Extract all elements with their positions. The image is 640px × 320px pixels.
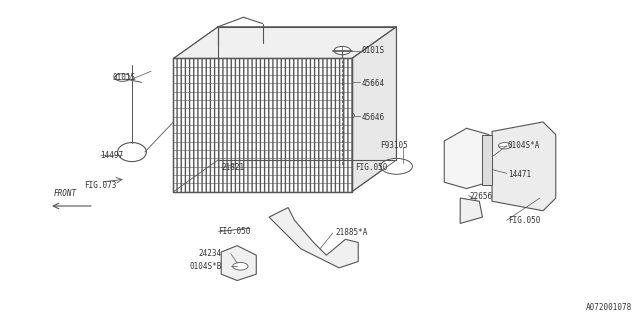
Polygon shape (460, 198, 483, 223)
Circle shape (381, 158, 412, 174)
Ellipse shape (332, 79, 353, 85)
Ellipse shape (330, 111, 355, 120)
Text: 45646: 45646 (362, 113, 385, 122)
Text: 21885*A: 21885*A (336, 228, 368, 237)
Text: 24234: 24234 (199, 249, 222, 258)
Text: FIG.073: FIG.073 (84, 181, 116, 190)
Text: 21821: 21821 (221, 164, 244, 172)
Polygon shape (492, 122, 556, 211)
Polygon shape (173, 59, 352, 192)
Text: 0104S*A: 0104S*A (508, 141, 540, 150)
Text: 45664: 45664 (362, 79, 385, 88)
Polygon shape (269, 208, 358, 268)
Circle shape (499, 142, 511, 149)
Text: FIG.050: FIG.050 (218, 227, 250, 236)
Polygon shape (444, 128, 489, 188)
Text: 0101S: 0101S (113, 73, 136, 82)
Ellipse shape (337, 113, 348, 118)
FancyBboxPatch shape (483, 135, 492, 185)
Text: FIG.050: FIG.050 (355, 164, 387, 172)
Text: A072001078: A072001078 (586, 303, 632, 312)
Polygon shape (173, 27, 396, 59)
Text: 22656: 22656 (470, 192, 493, 201)
Polygon shape (221, 246, 256, 281)
Circle shape (233, 262, 248, 270)
Text: 14497: 14497 (100, 151, 124, 160)
Text: FIG.050: FIG.050 (508, 216, 540, 225)
Text: F93105: F93105 (381, 141, 408, 150)
Polygon shape (352, 27, 396, 192)
Text: 0101S: 0101S (362, 46, 385, 55)
Text: 0104S*B: 0104S*B (189, 262, 221, 271)
Circle shape (334, 46, 351, 55)
Text: 14471: 14471 (508, 170, 531, 179)
Text: FRONT: FRONT (54, 189, 77, 198)
